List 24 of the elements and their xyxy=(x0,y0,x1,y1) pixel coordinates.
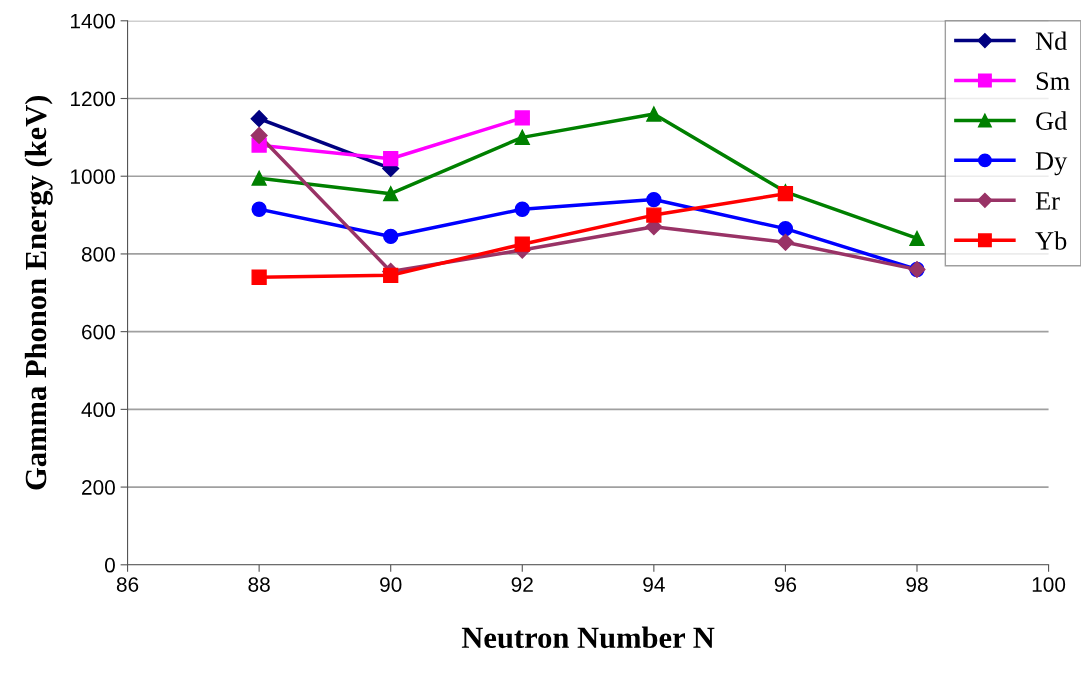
y-tick-label: 0 xyxy=(104,557,115,573)
y-axis-title: Gamma Phonon Energy (keV) xyxy=(24,95,53,490)
y-tick-label: 800 xyxy=(81,246,115,262)
x-tick-label: 98 xyxy=(906,577,928,592)
x-tick-label: 90 xyxy=(380,577,402,592)
y-tick-label: 400 xyxy=(81,402,115,418)
y-tick-label: 600 xyxy=(82,324,115,340)
legend-label: Sm xyxy=(1036,72,1070,90)
legend-label: Yb xyxy=(1035,231,1067,250)
y-tick-label: 1400 xyxy=(71,13,115,29)
x-tick-label: 88 xyxy=(248,577,270,592)
legend-label: Dy xyxy=(1035,152,1068,176)
x-tick-label: 92 xyxy=(511,577,533,592)
x-tick-label: 100 xyxy=(1032,577,1066,592)
y-tick-label: 1200 xyxy=(71,91,115,107)
legend-label: Er xyxy=(1035,192,1060,210)
legend-label: Gd xyxy=(1036,111,1067,130)
x-tick-label: 94 xyxy=(643,577,665,592)
x-tick-label: 96 xyxy=(774,577,797,592)
legend-label: Nd xyxy=(1035,31,1067,51)
x-tick-label: 86 xyxy=(116,577,139,592)
x-axis-title: Neutron Number N xyxy=(461,626,715,649)
y-tick-label: 1000 xyxy=(71,169,115,184)
y-tick-label: 200 xyxy=(82,480,115,495)
